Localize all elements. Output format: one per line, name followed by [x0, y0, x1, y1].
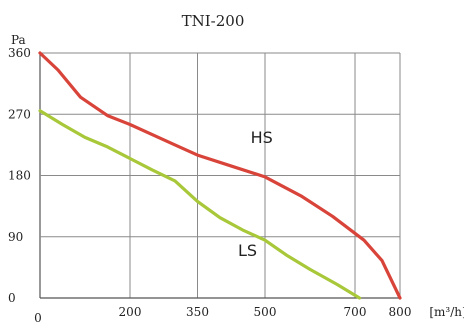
x-tick-label: 200 — [119, 305, 142, 319]
series-labels: HS LS — [238, 128, 273, 260]
series-line-hs — [38, 51, 402, 300]
x-axis-unit: [m³/h] — [429, 305, 464, 319]
x-tick-label: 350 — [186, 305, 209, 319]
x-tick-label: 0 — [34, 311, 42, 324]
y-tick-label: 360 — [8, 46, 31, 60]
grid-lines — [39, 52, 401, 299]
tick-labels: 0 200 350 500 700 800 0 90 180 270 360 — [8, 46, 411, 324]
x-tick-label: 700 — [344, 305, 367, 319]
x-tick-label: 800 — [389, 305, 412, 319]
y-tick-label: 270 — [8, 107, 31, 121]
series-lines — [38, 51, 402, 300]
chart-title: TNI-200 — [182, 12, 245, 30]
y-axis-unit: Pa — [11, 33, 26, 47]
y-tick-label: 180 — [8, 169, 31, 183]
series-label-ls: LS — [238, 241, 257, 260]
y-tick-label: 90 — [8, 230, 23, 244]
series-label-hs: HS — [251, 128, 273, 147]
series-line-ls — [38, 109, 362, 300]
y-tick-label: 0 — [8, 291, 16, 305]
x-tick-label: 500 — [254, 305, 277, 319]
